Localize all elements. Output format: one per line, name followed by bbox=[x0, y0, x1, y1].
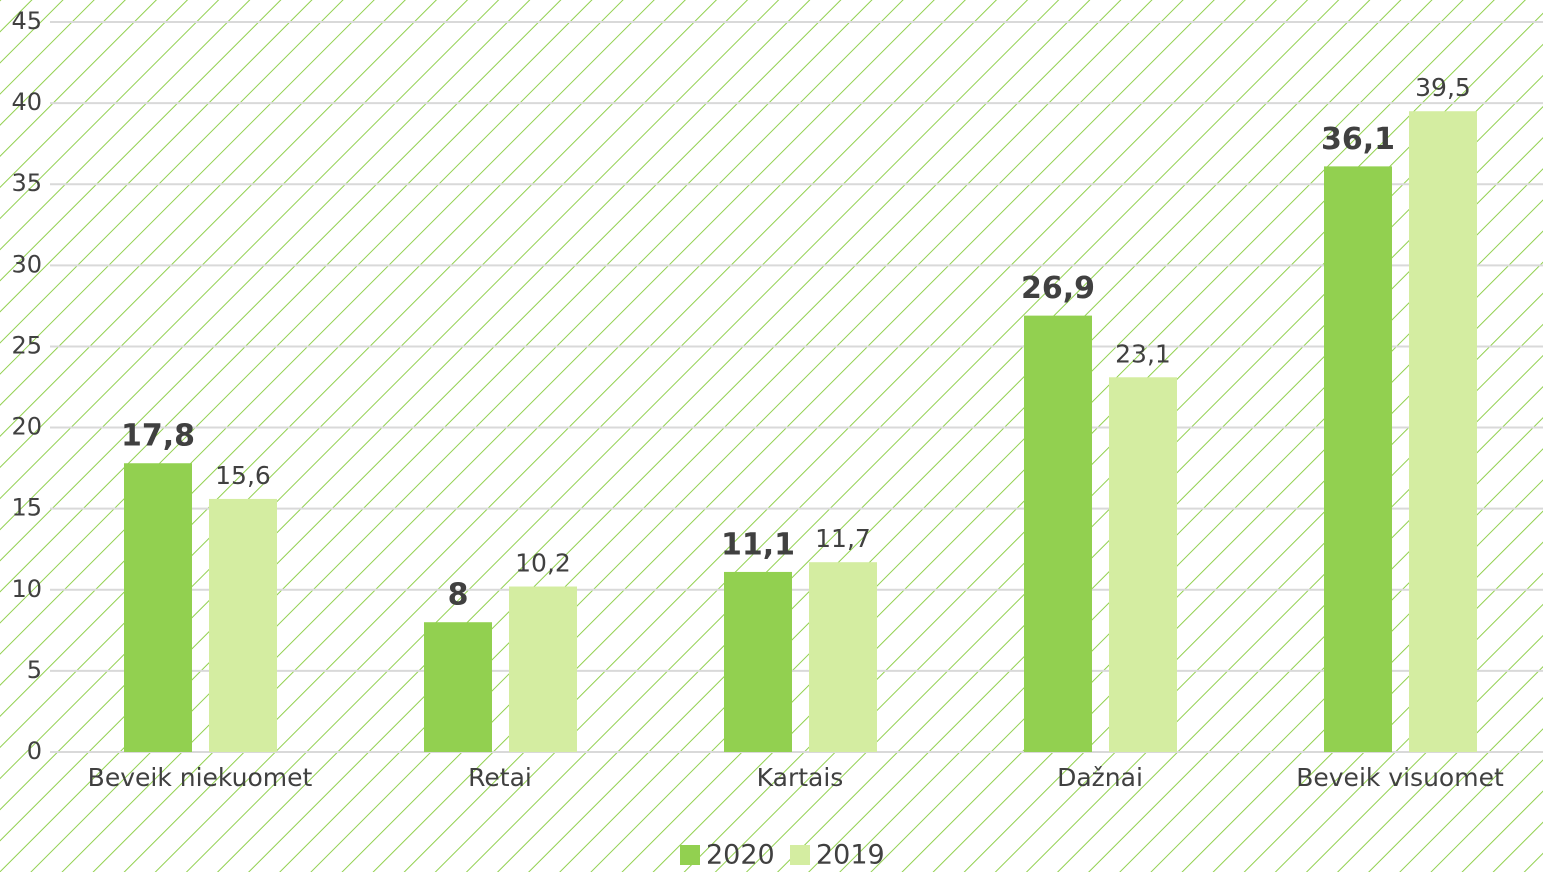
legend-label: 2020 bbox=[706, 840, 775, 871]
x-tick-label: Dažnai bbox=[1057, 763, 1143, 792]
value-label: 11,7 bbox=[815, 524, 871, 553]
value-label: 17,8 bbox=[121, 419, 195, 454]
bar bbox=[424, 622, 492, 752]
y-tick-label: 25 bbox=[11, 331, 42, 359]
y-tick-label: 45 bbox=[11, 7, 42, 35]
bar bbox=[209, 498, 277, 752]
value-label: 8 bbox=[448, 578, 469, 613]
bar bbox=[809, 562, 877, 752]
value-label: 15,6 bbox=[215, 461, 271, 490]
y-tick-label: 35 bbox=[11, 169, 42, 197]
bar bbox=[1109, 377, 1177, 752]
bar bbox=[1409, 111, 1477, 752]
bar bbox=[509, 586, 577, 752]
x-tick-label: Kartais bbox=[757, 763, 844, 792]
y-tick-label: 0 bbox=[27, 737, 42, 765]
y-tick-label: 20 bbox=[11, 413, 42, 441]
value-label: 10,2 bbox=[515, 549, 571, 578]
value-label: 39,5 bbox=[1415, 73, 1471, 102]
y-tick-label: 40 bbox=[11, 88, 42, 116]
y-tick-label: 15 bbox=[11, 494, 42, 522]
y-tick-label: 5 bbox=[27, 656, 42, 684]
x-tick-label: Beveik visuomet bbox=[1296, 763, 1504, 792]
legend-swatch bbox=[790, 845, 810, 865]
bar bbox=[124, 463, 192, 752]
value-label: 11,1 bbox=[721, 527, 795, 562]
value-label: 23,1 bbox=[1115, 339, 1171, 368]
y-tick-label: 30 bbox=[11, 250, 42, 278]
bar bbox=[1324, 166, 1392, 752]
legend-swatch bbox=[680, 845, 700, 865]
x-tick-label: Beveik niekuomet bbox=[88, 763, 313, 792]
x-tick-label: Retai bbox=[468, 763, 532, 792]
legend-label: 2019 bbox=[816, 840, 885, 871]
bar bbox=[1024, 315, 1092, 752]
value-label: 36,1 bbox=[1321, 122, 1395, 157]
value-label: 26,9 bbox=[1021, 271, 1095, 306]
bar bbox=[724, 571, 792, 752]
y-tick-label: 10 bbox=[11, 575, 42, 603]
